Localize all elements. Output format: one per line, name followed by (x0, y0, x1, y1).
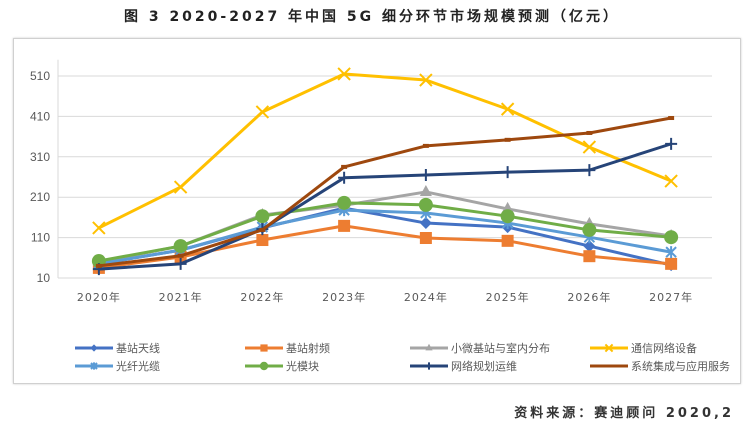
x-marker (419, 73, 433, 87)
dash-marker (586, 130, 593, 135)
plus-marker (665, 137, 678, 150)
x-tick-label: 2022年 (240, 290, 284, 304)
diamond-marker (419, 217, 432, 230)
circle-marker (255, 209, 270, 224)
legend-item: 光纤光缆 (75, 359, 160, 373)
x-tick-label: 2025年 (486, 290, 530, 304)
square-marker (583, 250, 596, 263)
legend-label: 系统集成与应用服务 (631, 359, 730, 373)
chart-title: 图 3 2020-2027 年中国 5G 细分环节市场规模预测（亿元） (123, 9, 621, 25)
series-line (98, 201, 672, 263)
x-tick-label: 2026年 (567, 290, 611, 304)
square-marker (260, 344, 268, 352)
dash-marker (259, 227, 266, 232)
plus-marker (174, 257, 187, 270)
x-marker (604, 343, 614, 353)
dash-marker (95, 263, 102, 268)
x-marker (664, 174, 678, 188)
asterisk-marker (90, 362, 98, 370)
series-line (98, 208, 672, 266)
series-line (98, 224, 672, 270)
series-line (98, 116, 672, 268)
x-marker (337, 67, 351, 81)
legend-label: 网络规划运维 (451, 359, 517, 373)
x-tick-label: 2024年 (404, 290, 448, 304)
circle-marker (337, 195, 352, 210)
diamond-marker (90, 344, 98, 352)
y-tick-label: 110 (31, 231, 50, 245)
x-marker (255, 105, 270, 119)
legend-item: 基站射频 (245, 341, 330, 355)
series-4 (92, 67, 678, 235)
circle-marker (259, 361, 269, 371)
legend-item: 通信网络设备 (590, 341, 697, 355)
triangle-marker (425, 343, 433, 351)
plus-marker (338, 171, 351, 184)
legend-item: 系统集成与应用服务 (590, 359, 730, 373)
plus-marker (583, 164, 596, 177)
square-marker (501, 234, 514, 247)
dash-marker (177, 253, 184, 258)
legend-label: 光模块 (286, 359, 319, 373)
dash-marker (504, 137, 511, 142)
source-note: 资料来源：赛迪顾问 2020,2 (514, 406, 734, 421)
plus-marker (501, 166, 514, 179)
legend-label: 小微基站与室内分布 (451, 341, 550, 355)
legend-item: 小微基站与室内分布 (410, 341, 550, 355)
y-tick-label: 310 (30, 150, 50, 164)
y-tick-label: 510 (30, 69, 50, 83)
square-marker (419, 232, 432, 245)
legend-label: 光纤光缆 (116, 359, 160, 373)
dash-marker (607, 364, 611, 368)
legend-label: 基站天线 (116, 341, 160, 355)
legend-label: 通信网络设备 (631, 341, 697, 355)
dash-marker (668, 116, 675, 121)
circle-marker (664, 230, 679, 245)
series-line (98, 142, 672, 271)
series-line (98, 72, 672, 230)
diamond-marker (583, 240, 596, 253)
y-tick-label: 210 (30, 190, 50, 204)
x-tick-label: 2020年 (77, 290, 121, 304)
x-tick-label: 2027年 (649, 290, 693, 304)
legend-item: 网络规划运维 (410, 359, 517, 373)
x-marker (500, 102, 515, 116)
legend-item: 基站天线 (75, 341, 160, 355)
x-tick-label: 2021年 (159, 290, 203, 304)
plus-marker (419, 168, 432, 181)
y-tick-label: 10 (37, 271, 51, 285)
legend-label: 基站射频 (286, 341, 330, 355)
square-marker (338, 219, 351, 232)
legend-item: 光模块 (245, 359, 319, 373)
circle-marker (500, 209, 515, 224)
square-marker (665, 257, 678, 270)
circle-marker (173, 239, 188, 254)
dash-marker (341, 164, 348, 169)
series-8 (95, 116, 675, 268)
circle-marker (582, 222, 597, 237)
asterisk-marker (665, 246, 677, 259)
x-marker (582, 140, 597, 154)
chart-frame (13, 38, 741, 384)
triangle-marker (419, 184, 432, 196)
x-marker (173, 180, 188, 194)
dash-marker (422, 143, 429, 148)
plus-marker (425, 362, 433, 370)
x-tick-label: 2023年 (322, 290, 366, 304)
x-marker (92, 221, 106, 235)
circle-marker (418, 197, 433, 212)
square-marker (256, 234, 269, 247)
y-tick-label: 410 (30, 109, 50, 123)
